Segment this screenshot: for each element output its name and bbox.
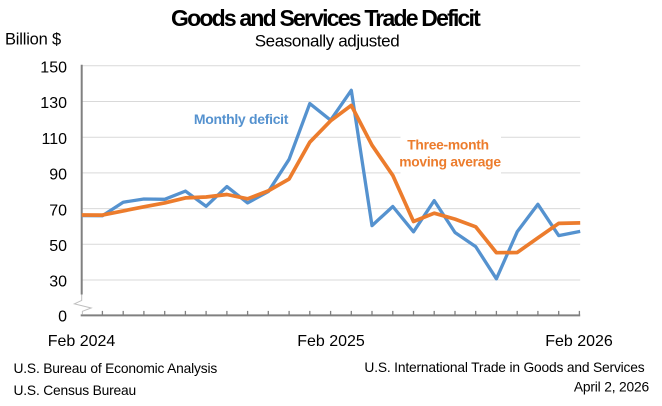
svg-text:90: 90 xyxy=(49,167,67,184)
svg-text:U.S. International Trade in Go: U.S. International Trade in Goods and Se… xyxy=(364,360,644,375)
svg-text:110: 110 xyxy=(41,131,67,148)
svg-text:U.S. Census Bureau: U.S. Census Bureau xyxy=(14,383,137,398)
svg-text:70: 70 xyxy=(49,202,67,219)
svg-text:Goods and Services Trade Defic: Goods and Services Trade Deficit xyxy=(171,5,481,31)
svg-text:Three-month: Three-month xyxy=(407,138,489,153)
svg-text:Monthly deficit: Monthly deficit xyxy=(194,111,289,127)
svg-text:50: 50 xyxy=(49,238,67,255)
svg-text:Billion $: Billion $ xyxy=(5,31,61,49)
svg-text:U.S. Bureau of Economic Analys: U.S. Bureau of Economic Analysis xyxy=(14,361,218,376)
svg-text:0: 0 xyxy=(58,308,67,325)
svg-text:moving average: moving average xyxy=(399,155,501,170)
svg-text:30: 30 xyxy=(49,274,67,291)
svg-text:April 2, 2026: April 2, 2026 xyxy=(574,380,650,395)
svg-text:150: 150 xyxy=(40,59,67,76)
svg-text:Feb 2026: Feb 2026 xyxy=(545,333,613,350)
svg-text:Seasonally adjusted: Seasonally adjusted xyxy=(255,32,400,51)
svg-text:130: 130 xyxy=(40,95,67,112)
svg-text:Feb 2024: Feb 2024 xyxy=(48,333,116,350)
svg-text:Feb 2025: Feb 2025 xyxy=(297,333,365,350)
